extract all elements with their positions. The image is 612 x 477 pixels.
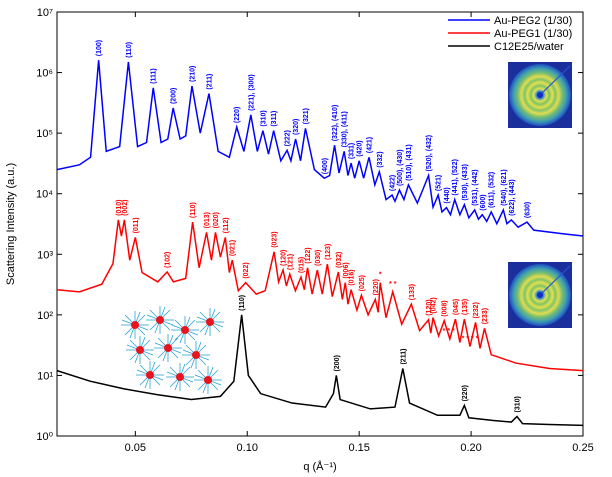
peak-label: (520), (432) (426, 135, 433, 172)
saxs-inset (508, 262, 572, 328)
peak-label: (030) (315, 250, 322, 266)
series-line (56, 219, 584, 372)
peak-label: (210) (189, 66, 196, 82)
x-tick-label: 0.20 (460, 442, 481, 454)
peak-label: (421) (367, 137, 374, 153)
plot-frame (56, 11, 584, 437)
x-tick-label: 0.25 (572, 442, 593, 454)
peak-label: (013) (204, 212, 211, 228)
peak-label: (200) (334, 355, 341, 371)
peak-label: (110) (126, 42, 133, 58)
y-axis-label: Scattering Intensity (a.u.) (5, 163, 17, 285)
peak-label: (630) (525, 202, 532, 218)
peak-label: (120) (281, 250, 288, 266)
peak-label: (611), (532) (489, 172, 496, 208)
peak-label: (221), (300) (248, 74, 255, 111)
peak-label: * * * (443, 328, 455, 335)
peak-label: (521) (436, 175, 443, 191)
peak-label: (121) (287, 254, 294, 270)
peak-label: * * (389, 281, 397, 288)
x-axis-label: q (Å⁻¹) (303, 460, 336, 473)
peak-label: (222) (285, 130, 292, 146)
peak-label: (310) (514, 396, 521, 412)
y-tick-label: 10⁶ (36, 68, 53, 80)
peak-label: (540), (621) (501, 169, 508, 206)
peak-label: (135) (462, 299, 469, 315)
series-line (56, 60, 584, 237)
peak-label: (211) (206, 74, 213, 90)
peak-label: (022) (243, 262, 250, 278)
peak-label: (032) (336, 252, 343, 268)
peak-label: (042) (431, 297, 438, 313)
peak-label: (400) (322, 158, 329, 174)
y-tick-label: 10⁰ (36, 431, 53, 443)
y-tick-label: 10³ (37, 249, 53, 261)
peak-label: (111) (151, 68, 158, 84)
peak-label: (510), (431) (406, 144, 413, 181)
legend-label: Au-PEG2 (1/30) (494, 15, 572, 27)
peak-label: (331) (349, 143, 356, 159)
peak-label: (422) (390, 175, 397, 191)
peak-label: (120) (426, 299, 433, 315)
peak-label: (622), (443) (509, 179, 516, 216)
x-tick-label: 0.05 (125, 442, 146, 454)
micelle-illustration (120, 305, 225, 395)
peak-label: (015) (298, 257, 305, 273)
peak-label: (122) (305, 247, 312, 263)
peak-label: (441), (522) (452, 159, 459, 196)
peak-label: (010) (116, 200, 123, 216)
peak-label: (002) (122, 200, 129, 216)
peak-label: (021) (230, 240, 237, 256)
peak-label: (011) (133, 217, 140, 233)
peak-label: (531), (442) (472, 169, 479, 206)
y-tick-label: 10⁷ (37, 7, 53, 19)
peak-label: (440) (444, 187, 451, 203)
legend-label: Au-PEG1 (1/30) (494, 28, 572, 40)
peak-label: (016) (349, 269, 356, 285)
peak-label: (008) (442, 300, 449, 316)
peak-label: (200) (171, 88, 178, 104)
peak-label: (006) (343, 262, 350, 278)
y-tick-label: 10¹ (37, 370, 53, 382)
peak-label: (220) (373, 279, 380, 295)
y-tick-label: 10⁵ (36, 128, 53, 140)
peak-label: (233) (482, 308, 489, 324)
peak-label: (420) (357, 140, 364, 156)
peak-label: (310) (260, 110, 267, 126)
peak-label: * (379, 272, 382, 279)
x-tick-label: 0.10 (237, 442, 258, 454)
y-tick-label: 10⁴ (36, 189, 53, 201)
y-tick-label: 10² (37, 310, 53, 322)
peak-label: * * * * (462, 336, 479, 343)
legend-label: C12E25/water (494, 41, 564, 53)
peak-label: (045) (453, 299, 460, 315)
peak-label: (102) (165, 252, 172, 268)
peak-label: (321) (303, 108, 310, 124)
peak-label: (232) (473, 302, 480, 318)
peak-label: (600) (480, 194, 487, 210)
peak-label: (332) (377, 151, 384, 167)
peak-label: (100) (96, 40, 103, 56)
peak-label: (320) (293, 119, 300, 135)
peak-label: (112) (223, 217, 230, 233)
peak-label: (330), (411) (342, 111, 349, 147)
peak-label: (311) (271, 111, 278, 127)
peak-label: (023) (272, 231, 279, 247)
peak-label: (322), (410) (332, 105, 339, 142)
peak-label: (025) (359, 275, 366, 291)
peak-label: (110) (239, 295, 246, 311)
peak-label: (530), (433) (462, 164, 469, 201)
x-tick-label: 0.15 (348, 442, 369, 454)
series-line (56, 314, 584, 427)
saxs-inset (508, 62, 572, 128)
peak-label: (123) (325, 244, 332, 260)
peak-label: (220) (234, 107, 241, 123)
peak-label: (133) (409, 284, 416, 300)
peak-label: (220) (462, 385, 469, 401)
peak-label: (500), (430) (397, 149, 404, 186)
peak-label: (110) (190, 202, 197, 218)
peak-label: (211) (400, 349, 407, 365)
peak-label: (020) (213, 212, 220, 228)
